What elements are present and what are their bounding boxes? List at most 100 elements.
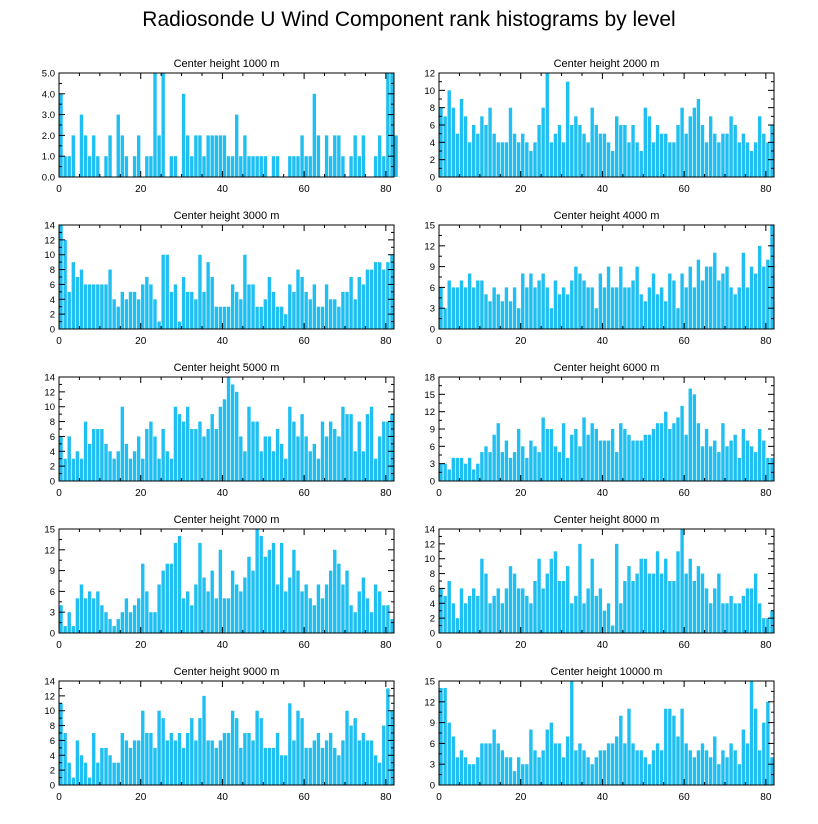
bar (537, 280, 541, 329)
y-tick-label: 2 (430, 614, 435, 625)
bar (521, 133, 525, 177)
bar (104, 747, 108, 785)
bar (549, 429, 554, 481)
bar (190, 291, 194, 329)
bar (153, 747, 157, 785)
bar (349, 725, 353, 785)
bar (369, 406, 374, 481)
bar (512, 452, 517, 481)
bar (296, 269, 300, 329)
bar (226, 377, 231, 481)
y-tick-label: 4.0 (42, 89, 55, 100)
bar (549, 308, 554, 329)
bar (610, 287, 615, 329)
bar (243, 733, 247, 785)
bar (145, 591, 149, 633)
bar (382, 421, 386, 481)
bar (186, 733, 190, 785)
bar (496, 423, 500, 481)
bar (566, 736, 570, 785)
y-tick-label: 6 (50, 736, 55, 747)
bar (386, 605, 390, 633)
bar (586, 757, 590, 785)
bar (308, 156, 312, 177)
bar (488, 107, 492, 177)
bar (263, 156, 268, 177)
bar (132, 451, 137, 481)
bar (218, 135, 223, 177)
bar (63, 156, 67, 177)
bar (353, 299, 357, 329)
bar (279, 542, 284, 633)
bar (717, 764, 721, 785)
bar (153, 73, 157, 177)
bar (316, 135, 321, 177)
bar (173, 284, 178, 329)
bar (582, 603, 586, 633)
bar (745, 588, 750, 633)
bar (263, 299, 268, 329)
bar (606, 266, 611, 329)
bar (443, 308, 447, 329)
bar (512, 133, 517, 177)
bar (586, 287, 590, 329)
bar (610, 151, 615, 177)
bar (243, 451, 247, 481)
x-tick-label: 0 (56, 336, 62, 347)
bar (590, 287, 594, 329)
bar (194, 135, 198, 177)
bar (275, 733, 280, 785)
bar (512, 573, 517, 633)
bar (578, 446, 582, 481)
bar (725, 133, 729, 177)
panel-title: Center height 8000 m (554, 514, 660, 526)
bar (651, 750, 656, 785)
bar (725, 266, 729, 329)
bar (222, 306, 227, 329)
bar (537, 125, 541, 177)
bar (92, 598, 96, 633)
chart-panel: Center height 8000 m 0 2 4 6 8 10 12 14 0 20 40 60 80 (424, 514, 775, 651)
bar (516, 142, 521, 177)
y-tick-label: 6 (430, 121, 435, 132)
bar (635, 750, 639, 785)
bar (508, 566, 513, 633)
bar (214, 598, 218, 633)
y-tick-label: 12 (424, 539, 435, 550)
bar (79, 269, 84, 329)
bar (627, 434, 631, 481)
bar (557, 581, 562, 633)
bar (451, 457, 455, 481)
bar (766, 701, 770, 785)
bar (516, 308, 521, 329)
bar (181, 598, 186, 633)
bar (136, 740, 141, 785)
bar (623, 125, 627, 177)
bar (745, 743, 750, 785)
bar (496, 743, 500, 785)
bar (218, 406, 223, 481)
bar (386, 262, 390, 329)
bar (275, 584, 280, 633)
bar (132, 156, 137, 177)
bar (304, 584, 308, 633)
bar (165, 451, 169, 481)
bar (382, 156, 386, 177)
bar (308, 598, 312, 633)
bar (75, 277, 80, 329)
bar (582, 750, 586, 785)
bar (643, 107, 648, 177)
bar (533, 750, 537, 785)
x-tick-label: 20 (135, 184, 147, 195)
bar (288, 577, 292, 633)
bar (378, 436, 382, 481)
bar (733, 603, 737, 633)
bar (459, 280, 464, 329)
bar (696, 423, 701, 481)
bar (173, 156, 178, 177)
bar (745, 287, 750, 329)
bar (619, 715, 623, 785)
bar (541, 417, 545, 481)
bar (198, 542, 202, 633)
bar (472, 469, 476, 481)
